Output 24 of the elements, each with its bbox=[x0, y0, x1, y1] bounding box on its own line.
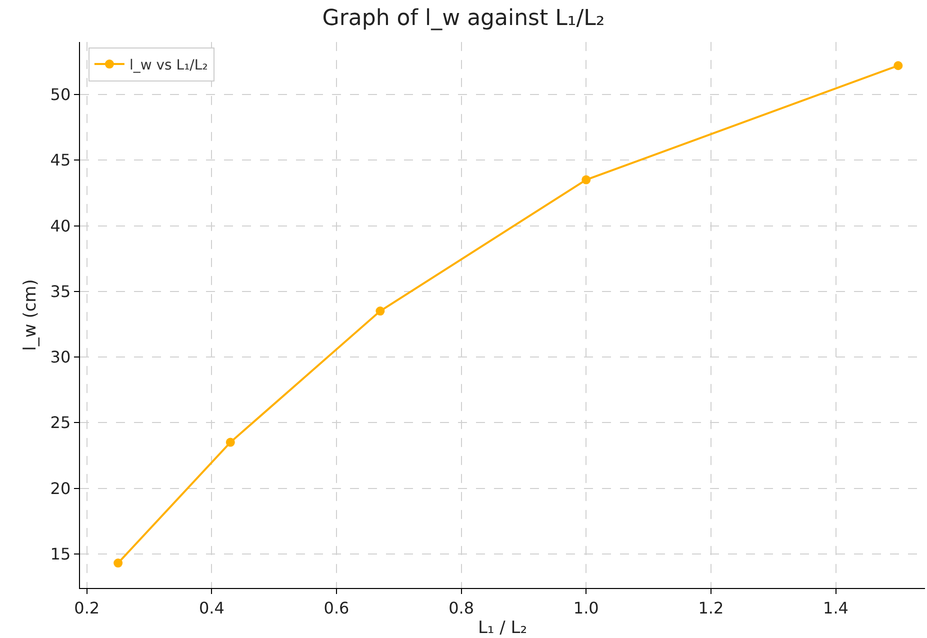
point bbox=[376, 306, 385, 316]
y-tick-label: 25 bbox=[50, 413, 71, 432]
point bbox=[894, 61, 903, 70]
y-tick-label: 35 bbox=[50, 282, 71, 301]
point bbox=[114, 558, 123, 568]
x-tick-label: 1.0 bbox=[573, 598, 599, 618]
y-axis-title: l_w (cm) bbox=[20, 279, 41, 351]
y-tick-label: 30 bbox=[50, 348, 71, 367]
x-tick-label: 0.2 bbox=[74, 598, 100, 618]
y-tick-label: 15 bbox=[50, 544, 71, 564]
point bbox=[582, 175, 591, 184]
x-tick-label: 1.2 bbox=[698, 598, 724, 618]
x-axis-title: L₁ / L₂ bbox=[478, 618, 528, 638]
legend-label: l_w vs L₁/L₂ bbox=[129, 58, 208, 74]
chart-title: Graph of l_w against L₁/L₂ bbox=[322, 6, 605, 31]
x-tick-label: 0.6 bbox=[324, 598, 350, 618]
y-tick-label: 50 bbox=[50, 85, 71, 104]
y-tick-label: 40 bbox=[50, 216, 71, 236]
point bbox=[226, 438, 235, 447]
y-tick-label: 20 bbox=[50, 478, 71, 498]
x-tick-label: 0.8 bbox=[448, 598, 474, 618]
y-tick-label: 45 bbox=[50, 150, 71, 170]
x-tick-label: 1.4 bbox=[823, 598, 848, 618]
x-tick-label: 0.4 bbox=[198, 598, 224, 618]
